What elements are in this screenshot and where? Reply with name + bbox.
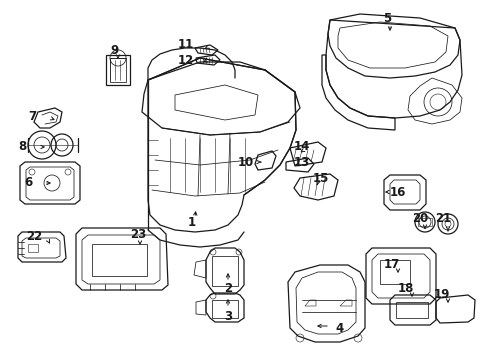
Text: 17: 17 bbox=[384, 257, 400, 270]
Text: 5: 5 bbox=[383, 13, 391, 26]
Bar bbox=[106, 55, 130, 85]
Text: 22: 22 bbox=[26, 230, 42, 243]
Bar bbox=[380, 260, 410, 284]
Bar bbox=[110, 58, 126, 82]
Bar bbox=[212, 256, 238, 286]
Text: 6: 6 bbox=[24, 176, 32, 189]
Text: 23: 23 bbox=[130, 228, 146, 240]
Text: 11: 11 bbox=[178, 37, 194, 50]
Text: 18: 18 bbox=[398, 282, 414, 294]
Bar bbox=[396, 302, 428, 318]
Text: 3: 3 bbox=[224, 310, 232, 323]
Text: 21: 21 bbox=[435, 211, 451, 225]
Text: 16: 16 bbox=[390, 185, 406, 198]
Text: 19: 19 bbox=[434, 288, 450, 301]
Bar bbox=[92, 244, 147, 276]
Text: 8: 8 bbox=[18, 140, 26, 153]
Text: 4: 4 bbox=[336, 321, 344, 334]
Bar bbox=[212, 300, 238, 318]
Text: 20: 20 bbox=[412, 211, 428, 225]
Text: 9: 9 bbox=[110, 44, 118, 57]
Text: 15: 15 bbox=[313, 171, 329, 184]
Text: 2: 2 bbox=[224, 282, 232, 294]
Text: 10: 10 bbox=[238, 156, 254, 168]
Text: 1: 1 bbox=[188, 216, 196, 229]
Text: 7: 7 bbox=[28, 109, 36, 122]
Text: 13: 13 bbox=[294, 156, 310, 168]
Text: 14: 14 bbox=[294, 140, 310, 153]
Bar bbox=[418, 218, 432, 226]
Bar bbox=[28, 244, 38, 252]
Text: 12: 12 bbox=[178, 54, 194, 67]
